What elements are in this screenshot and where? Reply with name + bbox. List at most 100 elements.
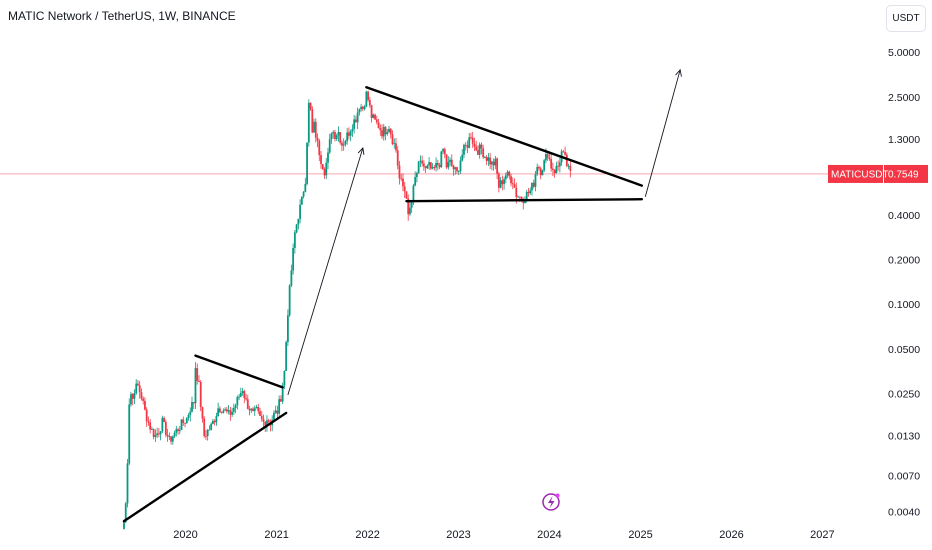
candle-body [565, 154, 568, 166]
y-tick-label: 0.2000 [888, 255, 920, 267]
candle-body [285, 342, 288, 371]
candle-body [553, 169, 556, 174]
candle-body [157, 433, 160, 435]
candle-body [196, 368, 199, 381]
candle-body [218, 408, 221, 413]
candle-body [393, 143, 396, 145]
candle-body [189, 411, 192, 415]
candle-body [276, 410, 279, 414]
x-tick-label: 2021 [264, 529, 288, 541]
candle-body [370, 105, 373, 118]
candle-body [436, 162, 439, 166]
candle-body [208, 429, 211, 431]
candle-body [149, 422, 152, 430]
candle-body [250, 408, 253, 411]
candle-body [173, 432, 176, 437]
candle-body [142, 398, 145, 401]
candle-body [262, 418, 265, 422]
candle-body [414, 177, 417, 186]
candle-body [354, 119, 357, 123]
candle-body [389, 128, 392, 135]
chart-title: MATIC Network / TetherUS, 1W, BINANCE [8, 9, 236, 23]
candle-body [342, 144, 345, 146]
candle-body [246, 399, 249, 409]
candle-body [442, 149, 444, 152]
candle-body [496, 158, 499, 174]
candle-body [332, 131, 335, 134]
trendline-2020-descending-resistance [194, 354, 284, 389]
candle-body [445, 154, 448, 168]
candle-body [335, 135, 338, 139]
price-badge-symbol: MATICUSDT [831, 169, 889, 180]
candle-body [374, 114, 376, 120]
candle-body [206, 429, 209, 437]
candle-body [358, 109, 361, 113]
candle-body [532, 182, 535, 187]
candle-body [504, 175, 507, 180]
candle-body [520, 196, 523, 200]
candle-body [400, 178, 403, 180]
y-tick-label: 0.1000 [888, 299, 920, 311]
candle-body [309, 102, 312, 110]
candle-body [128, 404, 131, 464]
candle-body [299, 204, 301, 219]
candle-body [402, 178, 404, 187]
candle-body [159, 431, 162, 435]
candle-body [396, 150, 399, 166]
candle-body [539, 168, 542, 176]
candle-body [217, 408, 220, 417]
candle-body [550, 159, 553, 169]
candle-body [187, 414, 190, 418]
candle-body [405, 191, 408, 199]
candle-body [288, 285, 291, 316]
candle-body [471, 137, 474, 144]
candle-body [286, 315, 289, 343]
candle-body [224, 409, 227, 411]
candle-body [252, 408, 254, 412]
candle-body [391, 134, 394, 144]
candles [123, 90, 572, 530]
price-badge: MATICUSDT 0.7549 [828, 164, 928, 183]
candle-body [180, 419, 183, 430]
currency-button[interactable]: USDT [886, 5, 926, 32]
candle-body [306, 142, 308, 184]
candle-body [485, 156, 488, 161]
candle-body [384, 126, 387, 135]
candle-body [257, 406, 260, 412]
candle-body [557, 165, 560, 167]
candle-body [503, 179, 505, 185]
candle-body [558, 162, 561, 167]
candle-body [290, 270, 293, 286]
candle-body [506, 171, 509, 176]
y-tick-label: 2.5000 [888, 92, 920, 104]
candle-body [513, 184, 516, 188]
candle-body [138, 385, 141, 393]
candle-body [440, 151, 443, 168]
candle-body [398, 165, 401, 179]
candle-body [203, 418, 206, 436]
candle-body [304, 183, 307, 193]
candle-body [314, 121, 317, 138]
x-tick-label: 2027 [810, 529, 834, 541]
candle-body [330, 133, 333, 140]
candle-body [368, 99, 371, 106]
candle-body [266, 420, 268, 426]
candle-body [225, 409, 228, 412]
candle-body [191, 402, 193, 412]
candle-body [161, 417, 164, 432]
candle-body [395, 143, 397, 151]
candle-body [410, 200, 413, 208]
price-badge-symbol-box [828, 164, 883, 183]
candle-body [538, 166, 540, 169]
candle-body [412, 185, 415, 201]
candle-body [212, 420, 214, 424]
candle-body [320, 155, 322, 165]
candle-body [457, 171, 460, 172]
candle-body [536, 166, 539, 175]
candle-body [133, 393, 136, 399]
y-tick-label: 0.0070 [888, 471, 920, 483]
candle-body [365, 91, 368, 107]
candle-body [280, 399, 282, 402]
candle-body [464, 144, 467, 146]
